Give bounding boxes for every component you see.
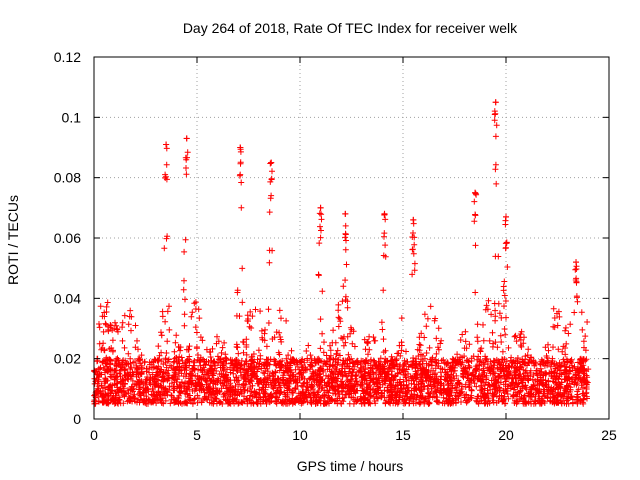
y-tick-label: 0.04 [54, 290, 81, 306]
tick-labels: 0 5 10 15 20 25 0 0.02 0.04 0.06 0.08 0.1 0.12 [54, 49, 617, 443]
roti-peak-point [342, 210, 349, 217]
roti-points [91, 99, 592, 407]
roti-peak-point [317, 204, 324, 211]
roti-peak-point [268, 159, 275, 166]
roti-peak-point [503, 213, 509, 220]
roti-point-markers [91, 99, 592, 407]
roti-peak-point [492, 99, 499, 106]
axis-ticks [93, 56, 610, 420]
x-axis-label: GPS time / hours [297, 458, 404, 474]
x-tick-label: 15 [395, 427, 411, 443]
y-tick-label: 0.02 [54, 351, 81, 367]
roti-peak-point [573, 259, 580, 266]
roti-peak-point [237, 144, 244, 151]
roti-peak-point [381, 210, 388, 217]
x-tick-label: 10 [292, 427, 308, 443]
x-tick-label: 20 [498, 427, 514, 443]
y-tick-label: 0.08 [54, 170, 81, 186]
y-tick-label: 0 [73, 411, 81, 427]
roti-peak-point [410, 216, 417, 223]
y-axis-label: ROTI / TECUs [5, 195, 21, 285]
roti-peak-point [163, 141, 170, 148]
x-tick-label: 0 [90, 427, 98, 443]
y-tick-label: 0.1 [62, 109, 82, 125]
x-tick-label: 25 [601, 427, 617, 443]
y-tick-label: 0.06 [54, 230, 81, 246]
chart-title: Day 264 of 2018, Rate Of TEC Index for r… [183, 20, 518, 36]
roti-peak-point [472, 189, 479, 196]
grid-lines [94, 57, 609, 419]
x-tick-label: 5 [193, 427, 201, 443]
y-tick-label: 0.12 [54, 49, 81, 65]
roti-peak-point [183, 135, 190, 142]
